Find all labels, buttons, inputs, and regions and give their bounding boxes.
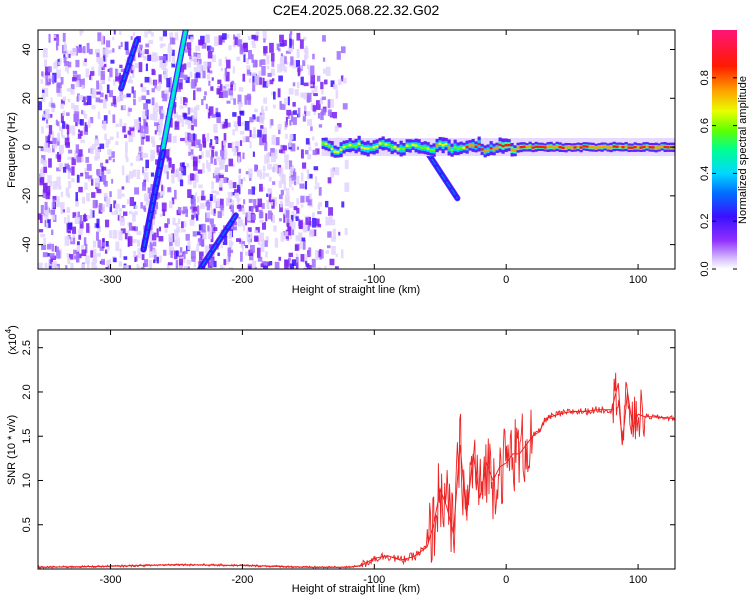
top-y-axis-label: Frequency (Hz)	[6, 112, 18, 188]
signal-band	[321, 135, 675, 158]
spectrogram-frame	[37, 29, 676, 270]
bottom-x-tick-label: -100	[363, 574, 385, 586]
bottom-x-tick-label: -200	[231, 574, 253, 586]
bottom-y-tick-label: 1.0	[21, 473, 33, 488]
colorbar-tick-label: 0.4	[699, 166, 711, 181]
colorbar-label: Normalized spectral amplitude	[737, 76, 749, 224]
top-y-tick-label: 0	[21, 144, 33, 150]
y-scale-factor: (x104)	[4, 325, 19, 355]
bottom-x-tick-label: 0	[503, 574, 509, 586]
colorbar-gradient	[712, 30, 737, 269]
chirp-streaks	[118, 30, 461, 269]
bottom-x-tick-label: -300	[100, 574, 122, 586]
y-scale-factor-text: (x104)	[4, 325, 19, 355]
chart-title: C2E4.2025.068.22.32.G02	[273, 2, 440, 18]
colorbar: 0.0 0.2 0.4 0.6 0.8 Normalized spectral ampl…	[699, 30, 749, 277]
colorbar-tick-label: 0.0	[699, 261, 711, 276]
bottom-y-tick-label: 2.0	[21, 384, 33, 399]
snr-panel: -300 -200 -100 0 100 0.5 1.0 1.5 2.0 2.5 Height …	[4, 325, 676, 595]
top-y-tick-label: 40	[21, 43, 33, 55]
bottom-y-tick-label: 2.5	[21, 340, 33, 355]
top-y-tick-label: -20	[21, 188, 33, 204]
colorbar-tick-label: 0.2	[699, 214, 711, 229]
snr-noise-detail	[38, 372, 675, 569]
top-x-tick-label: 0	[503, 274, 509, 286]
top-x-tick-label: -300	[100, 274, 122, 286]
top-x-axis-label: Height of straight line (km)	[292, 284, 420, 296]
bottom-y-tick-label: 0.5	[21, 517, 33, 532]
top-x-tick-label: 100	[629, 274, 647, 286]
top-x-tick-label: -100	[363, 274, 385, 286]
colorbar-tick-label: 0.8	[699, 70, 711, 85]
bottom-y-tick-label: 1.5	[21, 429, 33, 444]
top-y-tick-label: 20	[21, 92, 33, 104]
top-x-tick-label: -200	[231, 274, 253, 286]
bottom-x-axis-label: Height of straight line (km)	[292, 583, 420, 595]
noise-region	[38, 30, 350, 269]
top-y-tick-label: -40	[21, 237, 33, 253]
bottom-x-tick-label: 100	[629, 574, 647, 586]
bottom-y-axis-label: SNR (10 * v/v)	[6, 415, 18, 485]
snr-frame	[37, 329, 676, 570]
colorbar-tick-label: 0.6	[699, 118, 711, 133]
snr-line	[38, 382, 675, 568]
